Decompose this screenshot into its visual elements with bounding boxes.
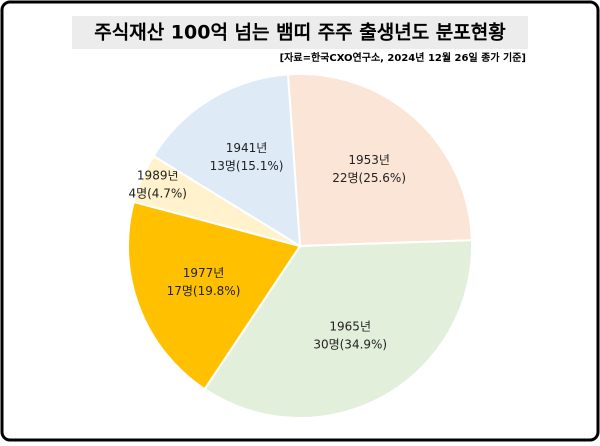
slice-value-label: 30명(34.9%) <box>313 338 387 352</box>
slice-category: 1965년 <box>329 320 371 334</box>
slice-category: 1977년 <box>183 266 225 280</box>
pie-slice <box>203 239 473 419</box>
pie-slice <box>127 200 302 391</box>
slice-value-label: 22명(25.6%) <box>332 171 406 185</box>
chart-subtitle: [자료=한국CXO연구소, 2024년 12월 26일 종가 기준] <box>280 51 526 64</box>
slice-category: 1989년 <box>137 168 179 182</box>
pie-slice <box>152 73 302 248</box>
slice-category: 1941년 <box>226 141 268 155</box>
title-box <box>72 16 528 49</box>
slice-value-label: 17명(19.8%) <box>167 284 241 298</box>
slice-value-label: 4명(4.7%) <box>128 186 187 200</box>
slice-value-label: 13명(15.1%) <box>210 159 284 173</box>
pie-slice <box>286 73 473 248</box>
slice-category: 1953년 <box>348 153 390 167</box>
chart-title: 주식재산 100억 넘는 뱀띠 주주 출생년도 분포현황 <box>94 21 506 44</box>
